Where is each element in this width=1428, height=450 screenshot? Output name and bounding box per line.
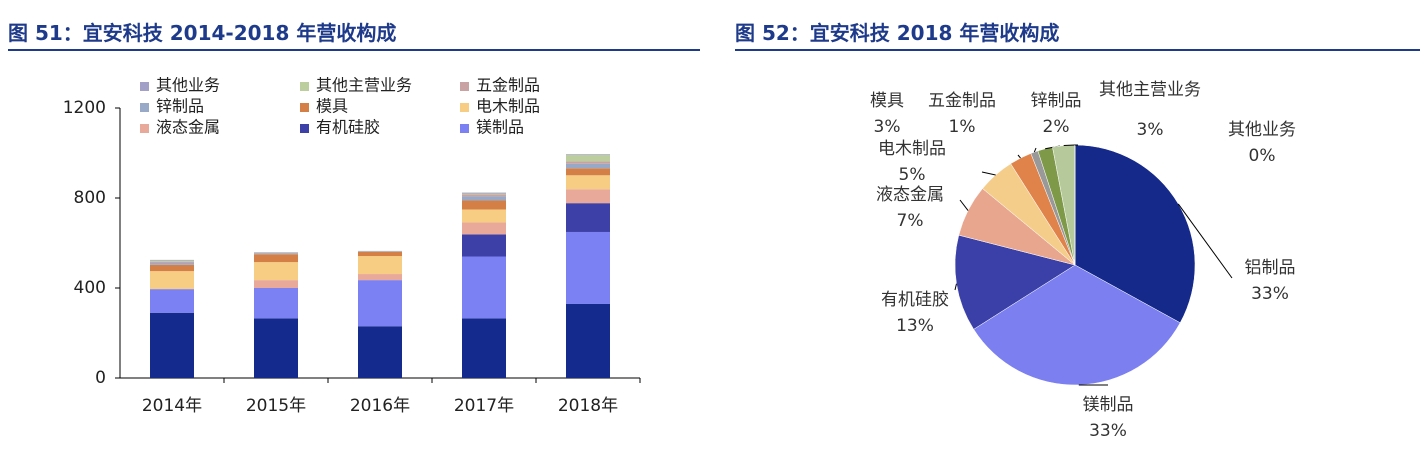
slice-value: 33% xyxy=(1089,421,1127,441)
y-tick-label: 800 xyxy=(74,188,106,208)
slice-label: 镁制品 xyxy=(1083,395,1134,415)
leader-line xyxy=(1177,203,1233,279)
bar-segment xyxy=(566,189,610,204)
leader-line xyxy=(1063,144,1076,147)
bar-segment xyxy=(566,168,610,176)
leader-line xyxy=(1033,147,1037,153)
slice-label: 其他业务 xyxy=(1228,120,1296,140)
legend-label: 液态金属 xyxy=(156,118,220,137)
slice-value: 33% xyxy=(1251,284,1289,304)
leader-line xyxy=(981,171,996,176)
slice-value: 0% xyxy=(1249,146,1276,166)
slice-label: 模具 xyxy=(870,91,904,111)
bar-segment xyxy=(254,252,298,254)
slice-label: 铝制品 xyxy=(1245,258,1296,278)
y-tick-label: 400 xyxy=(74,278,106,298)
bar-segment xyxy=(462,196,506,201)
legend-label: 镁制品 xyxy=(476,118,524,137)
bar-segment xyxy=(462,234,506,257)
bar-segment xyxy=(462,256,506,319)
legend-swatch xyxy=(140,124,149,133)
bar-segment xyxy=(358,274,402,281)
slice-value: 2% xyxy=(1043,117,1070,137)
slice-value: 5% xyxy=(899,165,926,185)
bar-segment xyxy=(358,256,402,275)
bar-segment xyxy=(462,194,506,197)
bar-segment xyxy=(566,303,610,378)
x-tick-label: 2015年 xyxy=(246,396,306,416)
bar-segment xyxy=(462,209,506,223)
bar-segment xyxy=(358,252,402,257)
slice-value: 7% xyxy=(897,211,924,231)
chart-title: 图 52：宜安科技 2018 年营收构成 xyxy=(735,21,1059,45)
bar-segment xyxy=(566,231,610,304)
bar-segment xyxy=(254,254,298,263)
legend-swatch xyxy=(460,103,469,112)
x-tick-label: 2017年 xyxy=(454,396,514,416)
legend-label: 五金制品 xyxy=(476,76,540,95)
bar-segment xyxy=(254,253,298,255)
bar-segment xyxy=(150,263,194,265)
bar-segment xyxy=(462,318,506,378)
legend-label: 其他业务 xyxy=(156,76,220,95)
bar-segment xyxy=(150,289,194,313)
legend-swatch xyxy=(140,82,149,91)
legend-swatch xyxy=(300,103,309,112)
pie-slice xyxy=(954,234,1076,330)
bar-segment xyxy=(254,318,298,378)
slice-label: 有机硅胶 xyxy=(881,290,949,310)
x-tick-label: 2016年 xyxy=(350,396,410,416)
leader-line xyxy=(1017,154,1021,159)
chart-title: 图 51：宜安科技 2014-2018 年营收构成 xyxy=(8,21,396,45)
bar-segment xyxy=(462,200,506,210)
legend-swatch xyxy=(300,124,309,133)
bar-segment xyxy=(462,193,506,195)
bar-segment xyxy=(150,312,194,378)
slice-value: 13% xyxy=(896,316,934,336)
y-tick-label: 0 xyxy=(95,368,106,388)
legend-label: 电木制品 xyxy=(476,97,540,116)
bar-segment xyxy=(150,260,194,262)
slice-label: 液态金属 xyxy=(876,185,944,205)
legend-swatch xyxy=(460,82,469,91)
bar-segment xyxy=(150,259,194,261)
leader-line xyxy=(959,199,969,211)
slice-value: 3% xyxy=(1137,120,1164,140)
bar-segment xyxy=(566,154,610,155)
bar-segment xyxy=(462,192,506,194)
bar-segment xyxy=(462,222,506,235)
bar-segment xyxy=(566,175,610,190)
x-tick-label: 2014年 xyxy=(142,396,202,416)
bar-segment xyxy=(254,288,298,319)
bar-segment xyxy=(150,271,194,290)
legend-swatch xyxy=(300,82,309,91)
slice-value: 3% xyxy=(874,117,901,137)
legend-label: 锌制品 xyxy=(156,97,204,116)
bar-segment xyxy=(254,280,298,288)
slice-value: 1% xyxy=(949,117,976,137)
slice-label: 锌制品 xyxy=(1031,91,1082,111)
bar-segment xyxy=(254,262,298,281)
bar-segment xyxy=(150,264,194,272)
slice-label: 电木制品 xyxy=(878,139,946,159)
bar-segment xyxy=(566,161,610,164)
bar-segment xyxy=(566,154,610,162)
legend-label: 模具 xyxy=(316,97,348,116)
bar-segment xyxy=(566,163,610,169)
slice-label: 其他主营业务 xyxy=(1099,80,1201,100)
legend-swatch xyxy=(140,103,149,112)
bar-segment xyxy=(150,261,194,264)
leader-line xyxy=(954,283,957,291)
x-tick-label: 2018年 xyxy=(558,396,618,416)
bar-segment xyxy=(358,280,402,327)
legend-label: 其他主营业务 xyxy=(316,76,412,95)
y-tick-label: 1200 xyxy=(63,98,106,118)
bar-segment xyxy=(566,203,610,232)
legend-swatch xyxy=(460,124,469,133)
slice-label: 五金制品 xyxy=(928,91,996,111)
bar-segment xyxy=(358,326,402,378)
legend-label: 有机硅胶 xyxy=(316,118,380,137)
